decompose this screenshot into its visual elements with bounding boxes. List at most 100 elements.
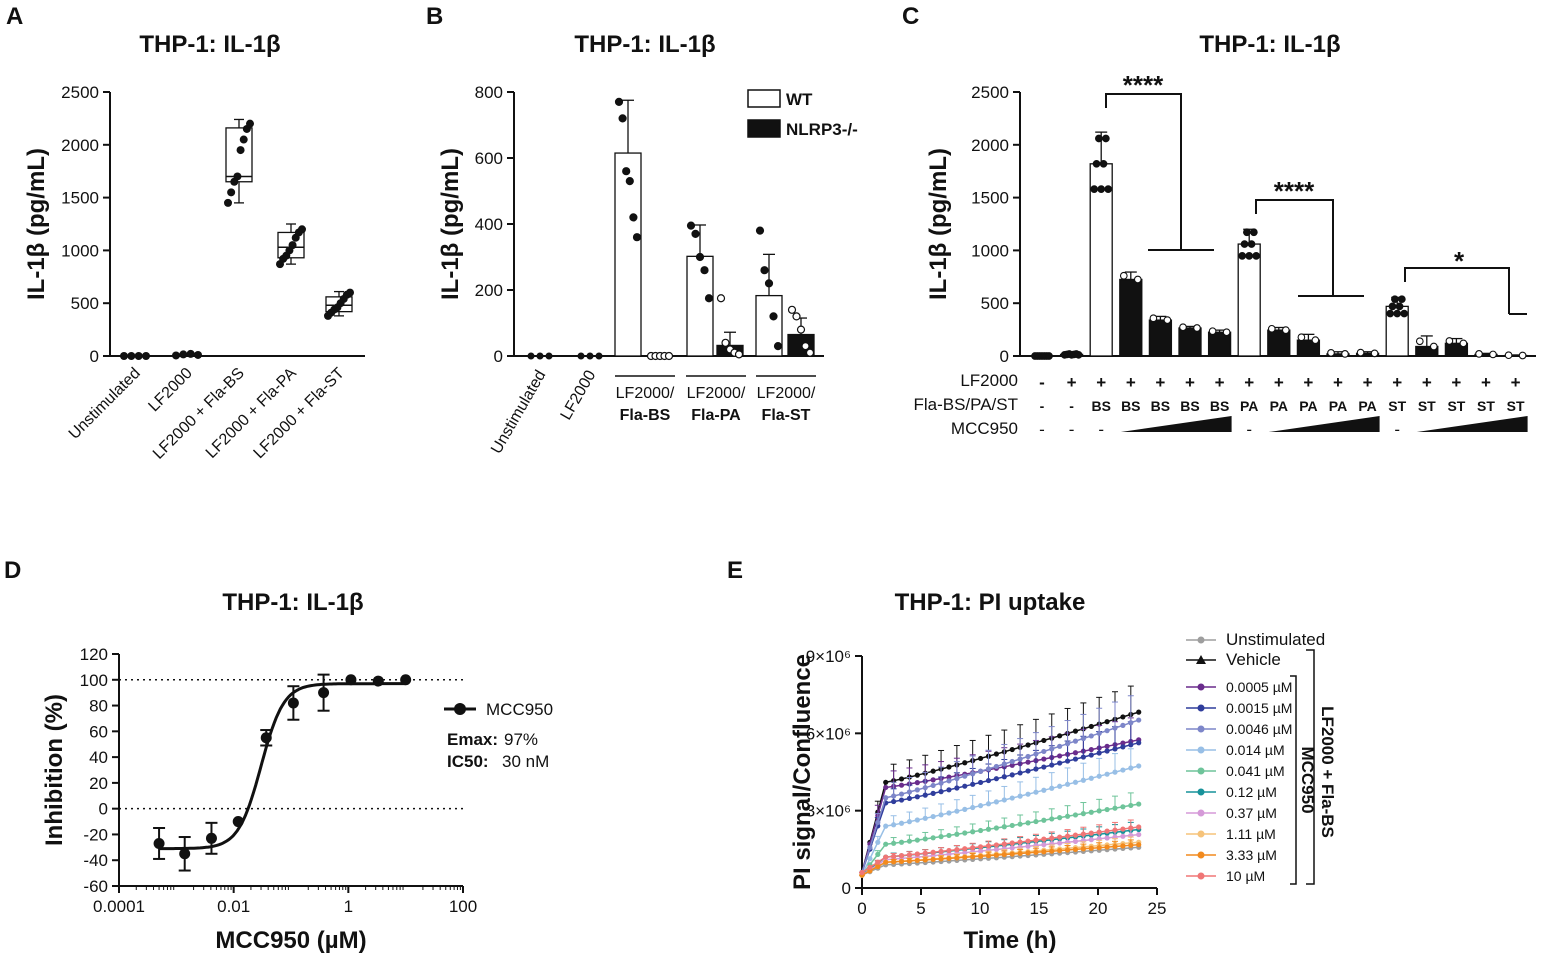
mcc950-row-cell: - (1069, 420, 1075, 439)
data-point (946, 851, 952, 857)
data-point (614, 97, 624, 107)
data-point (1072, 846, 1079, 853)
data-point (930, 782, 936, 789)
data-point (1120, 843, 1126, 849)
data-point (186, 349, 195, 358)
data-point (875, 851, 881, 857)
data-point (1445, 337, 1454, 345)
fla-row-cell: PA (1270, 398, 1288, 414)
data-point (632, 233, 642, 242)
data-point (898, 782, 905, 788)
row-label-fla: Fla-BS/PA/ST (913, 395, 1018, 414)
data-point (1104, 806, 1110, 813)
box (225, 127, 253, 183)
fla-row-cell: - (1069, 398, 1074, 414)
fla-row-cell: PA (1240, 398, 1258, 414)
data-point (1057, 815, 1063, 821)
panel-e-y-tick-label: 3×10⁶ (806, 802, 851, 821)
series-line (861, 739, 1139, 873)
data-point (875, 839, 881, 845)
data-point (764, 279, 774, 288)
data-point (1074, 350, 1083, 359)
lf2000-row-cell: + (1274, 373, 1284, 392)
data-point (938, 856, 944, 862)
data-point (1356, 348, 1365, 357)
lf2000-row-cell: + (1096, 373, 1106, 392)
data-point (1097, 185, 1106, 194)
data-point (883, 823, 889, 829)
series-line (861, 742, 1139, 873)
bracket-label-mcc950: MCC950 (1298, 746, 1317, 813)
data-point (1459, 339, 1468, 348)
data-point (153, 837, 165, 849)
data-point (1133, 275, 1142, 284)
data-point (172, 351, 180, 360)
data-point (898, 853, 905, 859)
legend-marker (1196, 655, 1206, 664)
group-label-top: LF2000/ (757, 385, 816, 402)
data-point (298, 225, 306, 234)
fla-row-cell: BS (1210, 398, 1229, 414)
panel-e-y-tick-label: 0 (842, 879, 851, 898)
data-point (346, 288, 354, 297)
data-point (1033, 766, 1039, 772)
fla-row-cell: BS (1091, 398, 1110, 414)
panel-b-y-tick-label: 400 (475, 215, 503, 234)
data-point (527, 352, 535, 360)
bar (1119, 278, 1143, 357)
panel-d-y-tick-label: 120 (80, 645, 108, 664)
data-point (970, 829, 976, 835)
data-point (985, 766, 992, 772)
data-point (1057, 733, 1063, 739)
panel-e-x-label: Time (h) (964, 927, 1057, 954)
data-point (883, 859, 889, 865)
data-point (1009, 772, 1015, 778)
bar (1267, 329, 1291, 357)
data-point (1120, 722, 1126, 728)
data-point (769, 312, 778, 321)
data-point (1243, 228, 1251, 237)
legend-marker (1197, 830, 1205, 838)
data-point (970, 804, 976, 811)
data-point (1080, 735, 1086, 742)
data-point (704, 294, 714, 303)
legend-label-mcc950: MCC950 (486, 700, 553, 719)
panel-d-y-tick-label: 0 (99, 800, 108, 819)
data-point (954, 785, 960, 791)
data-point (1297, 333, 1306, 342)
data-point (1080, 754, 1086, 760)
panel-e-x-tick-label: 25 (1148, 899, 1167, 918)
legend-swatch-wt (747, 89, 781, 108)
data-point (1088, 746, 1094, 753)
data-point (1025, 843, 1031, 849)
panel-d-y-label: Inhibition (%) (41, 694, 68, 846)
data-point (1095, 134, 1103, 143)
data-point (1128, 765, 1134, 771)
data-point (954, 808, 960, 814)
data-point (1104, 771, 1110, 777)
data-point (977, 768, 984, 774)
data-point (1415, 337, 1424, 346)
lf2000-row-cell: + (1422, 373, 1432, 392)
legend-marker (1197, 746, 1205, 754)
ic50-value: 30 nM (502, 752, 549, 771)
bar-wt (614, 152, 642, 357)
data-point (625, 177, 634, 186)
data-point (1072, 738, 1079, 744)
data-point (1112, 843, 1118, 850)
data-point (1072, 832, 1079, 838)
data-point (1163, 316, 1172, 324)
data-point (1136, 740, 1142, 746)
panel-a-y-tick-label: 0 (90, 347, 99, 366)
data-point (700, 266, 709, 275)
data-point (622, 167, 631, 176)
dose-wedge (1416, 416, 1528, 432)
data-point (1017, 821, 1023, 827)
data-point (859, 869, 865, 876)
data-point (179, 350, 188, 359)
data-point (1136, 709, 1142, 715)
panel-c-y-tick-label: 1500 (971, 189, 1009, 208)
data-point (1080, 777, 1086, 783)
